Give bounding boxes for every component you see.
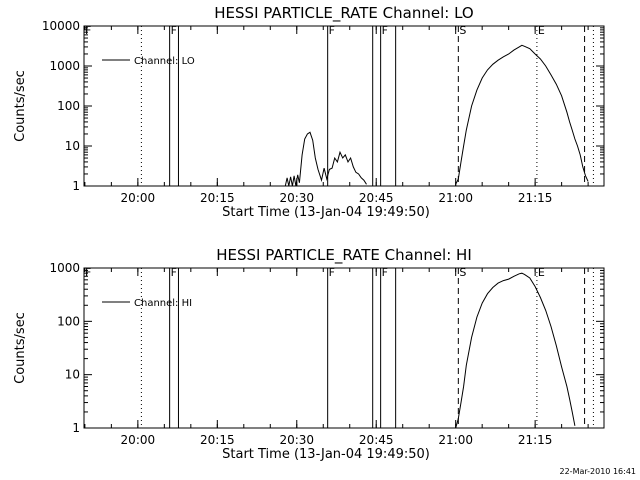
y-axis-label: Counts/sec <box>13 70 28 142</box>
flag-marker-label: E <box>538 24 545 37</box>
x-tick-label: 20:15 <box>200 433 235 447</box>
y-tick-label: 1000 <box>49 59 80 73</box>
x-tick-label: 21:15 <box>518 433 553 447</box>
x-tick-label: 21:00 <box>438 191 473 205</box>
panel-hi: HESSI PARTICLE_RATE Channel: HI 1 10 100 100… <box>13 246 605 462</box>
panel-lo: HESSI PARTICLE_RATE Channel: LO 1 10 100 100… <box>13 4 605 220</box>
series-line <box>455 44 589 185</box>
chart-title: HESSI PARTICLE_RATE Channel: HI <box>216 246 472 265</box>
flag-marker-label: S <box>459 24 466 37</box>
x-tick-label: 21:00 <box>438 433 473 447</box>
y-tick-label: 10 <box>65 368 80 382</box>
flag-marker-label: F <box>171 266 177 279</box>
y-tick-label: 1000 <box>49 261 80 275</box>
flag-marker-label: S <box>459 266 466 279</box>
flag-marker-label: F <box>329 266 335 279</box>
generation-timestamp: 22-Mar-2010 16:41 <box>560 467 637 476</box>
x-axis-label: Start Time (13-Jan-04 19:49:50) <box>222 447 430 462</box>
y-tick-label: 10000 <box>42 19 80 33</box>
series-line <box>455 272 576 429</box>
x-tick-label: 20:30 <box>279 433 314 447</box>
flag-marker-label: F <box>382 24 388 37</box>
flag-marker-label: F <box>382 266 388 279</box>
x-tick-label: 20:15 <box>200 191 235 205</box>
y-tick-label: 100 <box>57 99 80 113</box>
flag-marker-label: F <box>85 24 91 37</box>
legend-label: Channel: LO <box>134 56 195 67</box>
y-tick-label: 10 <box>65 139 80 153</box>
legend-label: Channel: HI <box>134 298 192 309</box>
flag-marker-label: E <box>538 266 545 279</box>
chart-title: HESSI PARTICLE_RATE Channel: LO <box>214 4 473 23</box>
x-tick-label: 20:00 <box>121 433 156 447</box>
flag-marker-label: F <box>171 24 177 37</box>
plot-frame <box>83 267 605 429</box>
x-tick-label: 20:00 <box>121 191 156 205</box>
x-tick-label: 20:45 <box>359 433 394 447</box>
plot-frame <box>83 25 605 187</box>
x-tick-label: 20:30 <box>279 191 314 205</box>
y-tick-label: 1 <box>72 421 80 435</box>
y-axis-label: Counts/sec <box>13 312 28 384</box>
x-axis-label: Start Time (13-Jan-04 19:49:50) <box>222 205 430 220</box>
series-line <box>284 131 367 187</box>
x-tick-label: 21:15 <box>518 191 553 205</box>
x-tick-label: 20:45 <box>359 191 394 205</box>
y-tick-label: 1 <box>72 179 80 193</box>
flag-marker-label: F <box>85 266 91 279</box>
y-tick-label: 100 <box>57 314 80 328</box>
flag-marker-label: F <box>329 24 335 37</box>
